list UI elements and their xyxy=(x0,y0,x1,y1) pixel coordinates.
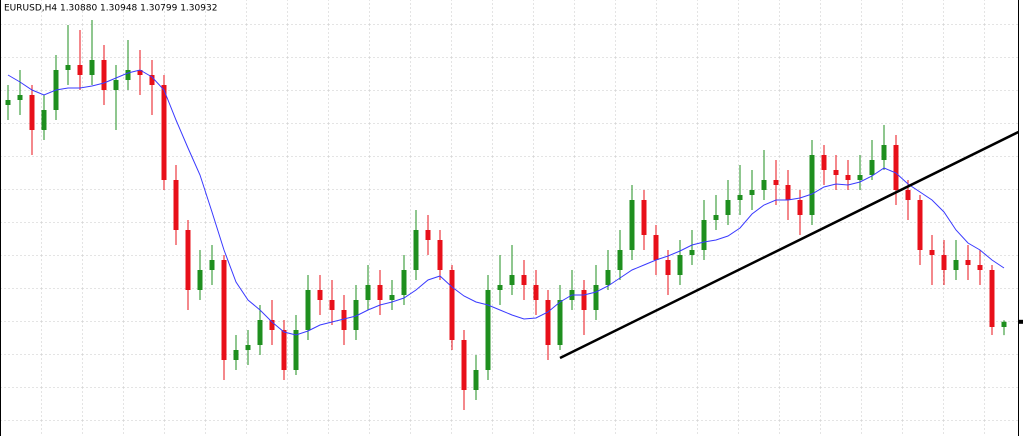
candle-body xyxy=(533,285,539,300)
candle-body xyxy=(605,270,611,285)
candle-body xyxy=(65,65,71,70)
candle-body xyxy=(689,250,695,255)
candle-body xyxy=(197,270,203,290)
candle-body xyxy=(425,230,431,240)
candle-body xyxy=(905,190,911,200)
candle-body xyxy=(521,275,527,285)
candle-body xyxy=(857,175,863,180)
candle-body xyxy=(41,110,47,130)
candle-body xyxy=(725,200,731,215)
candle-body xyxy=(161,85,167,180)
candle-body xyxy=(437,240,443,270)
candle-body xyxy=(401,270,407,295)
candle-body xyxy=(821,155,827,170)
candle-body xyxy=(341,310,347,330)
candle-body xyxy=(221,260,227,360)
candle-body xyxy=(365,285,371,300)
candle-body xyxy=(245,345,251,350)
candle-body xyxy=(629,200,635,250)
candle-body xyxy=(557,300,563,345)
candle-body xyxy=(233,350,239,360)
candle-body xyxy=(281,330,287,370)
candle-body xyxy=(809,155,815,215)
candle-body xyxy=(845,175,851,180)
candle-body xyxy=(713,215,719,220)
candle-body xyxy=(377,285,383,300)
candle-body xyxy=(293,330,299,370)
candle-body xyxy=(665,260,671,275)
candle-body xyxy=(641,200,647,235)
candle-body xyxy=(653,235,659,260)
candle-body xyxy=(353,300,359,330)
candle-body xyxy=(485,290,491,370)
candle-body xyxy=(677,255,683,275)
candle-body xyxy=(497,285,503,290)
candle-body xyxy=(617,250,623,270)
candle-body xyxy=(737,195,743,200)
trendline xyxy=(559,130,1019,360)
candle-body xyxy=(29,95,35,130)
candle-body xyxy=(917,200,923,250)
candle-body xyxy=(473,370,479,390)
candle-body xyxy=(785,185,791,200)
candle-body xyxy=(77,65,83,75)
candle-body xyxy=(509,275,515,285)
candle-body xyxy=(953,260,959,270)
candle-body xyxy=(929,250,935,255)
candle-body xyxy=(413,230,419,270)
plot xyxy=(5,20,1019,410)
candle-body xyxy=(581,290,587,310)
moving-average xyxy=(7,69,1005,336)
candle-body xyxy=(977,265,983,270)
candle-body xyxy=(869,160,875,175)
candle-body xyxy=(113,80,119,90)
current-price-marker xyxy=(1019,319,1023,324)
candle-body xyxy=(17,95,23,100)
candle-body xyxy=(881,145,887,160)
candle-body xyxy=(545,300,551,345)
candle-body xyxy=(593,285,599,310)
candle-body xyxy=(125,70,131,80)
candle-body xyxy=(209,260,215,270)
candle-body xyxy=(185,230,191,290)
candle-body xyxy=(989,270,995,327)
candle-body xyxy=(149,75,155,85)
chart-title: EURUSD,H4 1.30880 1.30948 1.30799 1.3093… xyxy=(4,4,217,14)
candle-body xyxy=(101,60,107,90)
candle-body xyxy=(749,190,755,195)
candle-body xyxy=(761,180,767,190)
candle-body xyxy=(461,340,467,390)
candle-body xyxy=(965,260,971,265)
candle-body xyxy=(329,300,335,310)
candle-body xyxy=(1001,321,1007,327)
candle-body xyxy=(137,70,143,75)
candle-body xyxy=(5,100,11,105)
candle-body xyxy=(257,320,263,345)
candle-body xyxy=(173,180,179,230)
candle-body xyxy=(389,295,395,300)
candle-body xyxy=(305,290,311,330)
candle-body xyxy=(89,60,95,75)
candle-body xyxy=(893,145,899,190)
candle-body xyxy=(449,270,455,340)
candle-body xyxy=(797,200,803,215)
candle-body xyxy=(317,290,323,300)
candle-body xyxy=(773,180,779,185)
candle-body xyxy=(941,255,947,270)
candle-body xyxy=(701,220,707,250)
candle-body xyxy=(833,170,839,175)
candle-body xyxy=(269,320,275,330)
